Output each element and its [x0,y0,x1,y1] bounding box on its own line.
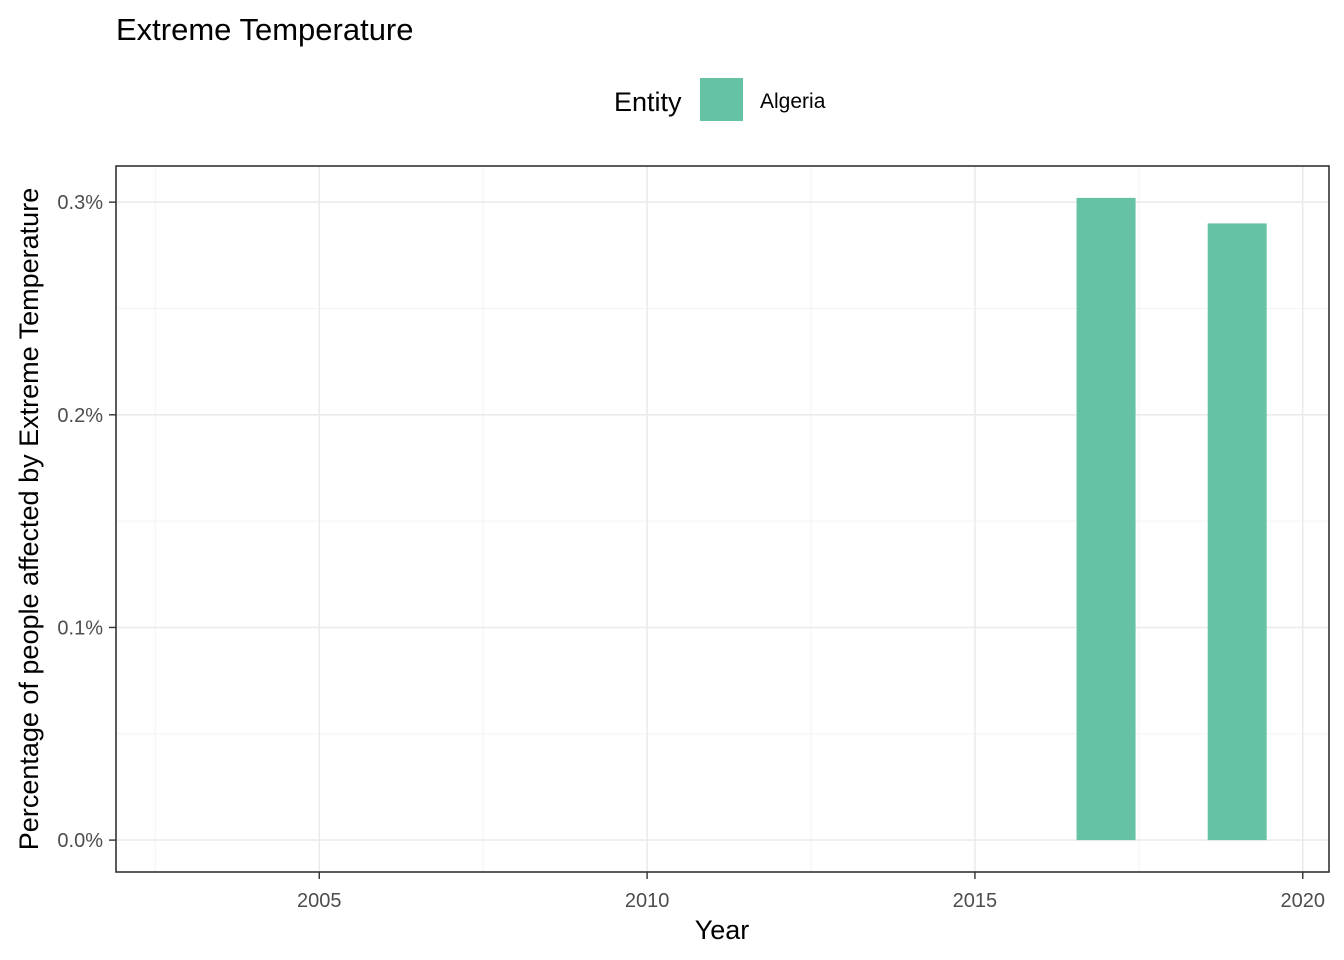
chart-title: Extreme Temperature [116,12,414,47]
legend-key-algeria [700,78,743,121]
x-tick-label: 2010 [625,890,670,912]
y-tick-label: 0.0% [57,830,103,852]
plot-panel [115,165,1330,873]
y-axis-title: Percentage of people affected by Extreme… [14,188,44,850]
legend-title: Entity [614,87,682,117]
grid [116,166,1329,872]
x-tick-label: 2015 [953,890,998,912]
axis-ticks: 2005 2010 2015 2020 0.0% 0.1% 0.2% 0.3% [57,192,1325,912]
legend-label-algeria: Algeria [760,90,826,113]
bars [1076,197,1267,841]
x-tick-label: 2020 [1281,890,1326,912]
y-tick-label: 0.1% [57,617,103,639]
legend: Entity Algeria [614,78,826,121]
bar-2019 [1207,223,1267,841]
bar-2017 [1076,197,1136,841]
x-tick-label: 2005 [297,890,342,912]
y-tick-label: 0.3% [57,192,103,214]
x-axis-title: Year [695,915,750,945]
y-tick-label: 0.2% [57,405,103,427]
